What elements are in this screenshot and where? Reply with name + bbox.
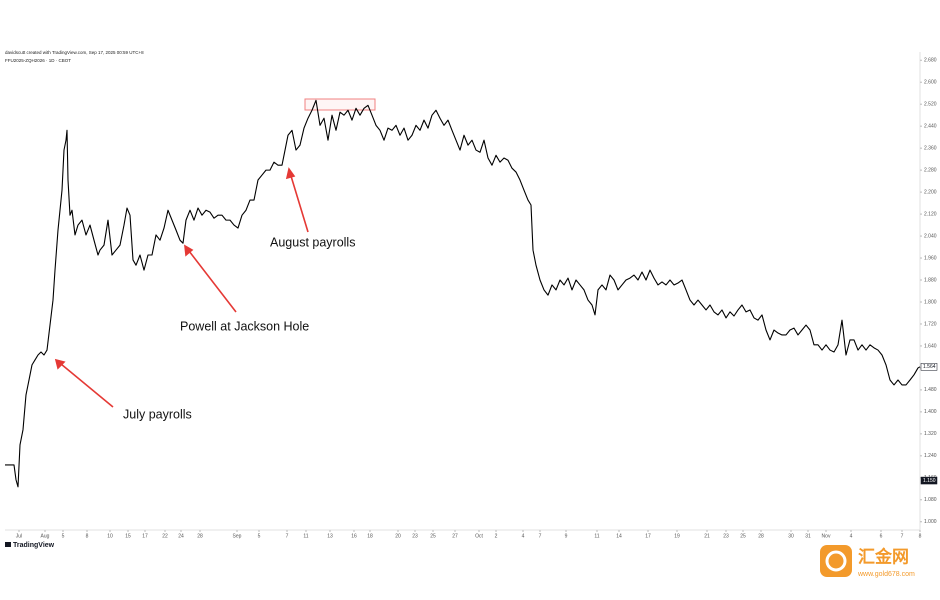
price-marker-box <box>920 363 938 371</box>
x-tick-label: 30 <box>788 533 794 539</box>
y-tick-label: 1.960 <box>924 255 937 261</box>
x-tick-label: 21 <box>704 533 710 539</box>
y-tick-label: 2.440 <box>924 124 937 130</box>
symbol-line: FFU2025-ZQH2026 · 1D · CBOT <box>5 58 71 63</box>
y-tick-label: 2.280 <box>924 167 937 173</box>
y-tick-label: 2.200 <box>924 189 937 195</box>
y-tick-label: 1.000 <box>924 519 937 525</box>
y-tick-label: 2.360 <box>924 145 937 151</box>
x-tick-label: 7 <box>539 533 542 539</box>
price-line <box>5 99 921 488</box>
x-tick-label: 7 <box>901 533 904 539</box>
y-tick-label: 2.120 <box>924 211 937 217</box>
y-tick-label: 1.240 <box>924 453 937 459</box>
x-tick-label: 23 <box>723 533 729 539</box>
logo-mark <box>5 542 11 547</box>
y-tick-label: 2.040 <box>924 233 937 239</box>
x-tick-label: 10 <box>107 533 113 539</box>
arrow-head <box>184 244 194 257</box>
y-tick-label: 2.680 <box>924 58 937 64</box>
x-tick-label: 4 <box>850 533 853 539</box>
watermark-url: www.gold678.com <box>857 571 915 578</box>
watermark-title: 汇金网 <box>858 546 909 566</box>
x-tick-label: 11 <box>594 533 599 539</box>
arrow <box>290 175 309 233</box>
x-tick-label: 19 <box>674 533 680 539</box>
arrows <box>54 167 309 408</box>
x-tick-label: 7 <box>286 533 289 539</box>
x-tick-label: 16 <box>351 533 357 539</box>
price-marker-box <box>920 476 938 485</box>
y-tick-label: 1.720 <box>924 321 937 327</box>
header: davidscutt created with TradingView.com,… <box>5 50 144 55</box>
x-tick-label: 20 <box>395 533 401 539</box>
x-tick-label: 23 <box>412 533 418 539</box>
highlight-box <box>304 98 376 111</box>
x-tick-label: Sep <box>233 533 242 539</box>
y-tick-label: 1.320 <box>924 431 937 437</box>
y-tick-label: 1.080 <box>924 497 937 503</box>
y-tick-label: 1.800 <box>924 299 937 305</box>
x-tick-label: 13 <box>327 533 333 539</box>
watermark: 汇金网 www.gold678.com <box>820 545 915 578</box>
x-tick-label: 5 <box>62 533 65 539</box>
arrow-head <box>54 358 66 370</box>
x-tick-label: Oct <box>475 533 483 539</box>
arrow-head <box>285 167 296 180</box>
watermark-icon <box>825 550 847 572</box>
price-marker: 1.150 <box>920 476 938 485</box>
x-tick-label: 11 <box>303 533 308 539</box>
x-tick-label: 9 <box>565 533 568 539</box>
x-tick-label: 22 <box>162 533 168 539</box>
x-tick-label: 2 <box>495 533 498 539</box>
x-tick-label: Aug <box>41 533 50 539</box>
x-tick-label: 27 <box>452 533 458 539</box>
price-marker-label: 1.564 <box>923 364 936 370</box>
x-tick-label: Nov <box>822 533 831 539</box>
x-tick-label: 31 <box>805 533 811 539</box>
x-tick-label: 8 <box>86 533 89 539</box>
x-tick-label: 24 <box>178 533 184 539</box>
price-marker-label: 1.150 <box>923 478 936 484</box>
x-tick-label: 14 <box>616 533 622 539</box>
x-tick-label: 5 <box>258 533 261 539</box>
y-tick-label: 1.640 <box>924 343 937 349</box>
y-tick-label: 1.480 <box>924 387 937 393</box>
y-tick-label: 2.520 <box>924 102 937 108</box>
x-tick-label: 25 <box>740 533 746 539</box>
arrow <box>188 250 237 313</box>
x-tick-label: 4 <box>522 533 525 539</box>
x-tick-label: 15 <box>125 533 131 539</box>
x-tick-label: 28 <box>197 533 203 539</box>
brand: TradingView <box>13 542 55 549</box>
price-marker: 1.564 <box>920 363 938 371</box>
annotation: August payrolls <box>270 235 355 249</box>
y-tick-label: 1.880 <box>924 277 937 283</box>
x-tick-label: 25 <box>430 533 436 539</box>
arrow <box>60 363 114 408</box>
y-tick-label: 1.400 <box>924 409 937 415</box>
watermark-logo <box>820 545 852 577</box>
y-tick-label: 2.600 <box>924 80 937 86</box>
x-tick-label: 8 <box>919 533 922 539</box>
x-tick-label: 28 <box>758 533 764 539</box>
x-tick-label: Jul <box>16 533 22 539</box>
brand-logo: TradingView <box>5 542 55 549</box>
x-tick-label: 17 <box>645 533 651 539</box>
x-tick-label: 18 <box>367 533 373 539</box>
x-tick-label: 17 <box>142 533 148 539</box>
x-tick-label: 6 <box>880 533 883 539</box>
annotation: July payrolls <box>123 407 192 421</box>
annotation: Powell at Jackson Hole <box>180 319 309 333</box>
